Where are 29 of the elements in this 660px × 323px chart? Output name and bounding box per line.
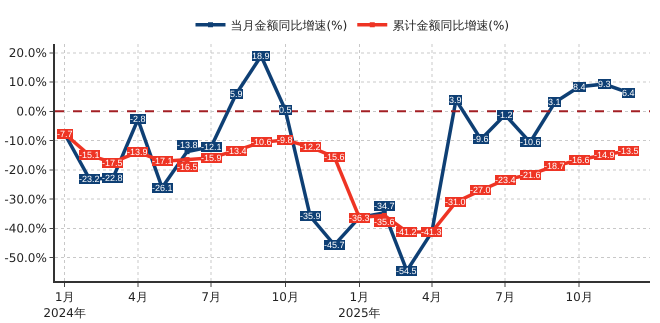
y-tick-label: 0.0% [16, 104, 47, 118]
x-tick-label: 4月 [128, 290, 148, 304]
x-tick-label: 7月 [495, 290, 515, 304]
data-label: -34.7 [374, 201, 395, 211]
data-label: 8.4 [573, 82, 586, 92]
y-tick-label: 10.0% [8, 75, 47, 90]
x-tick-label: 4月 [422, 290, 442, 304]
x-tick-label: 10月 [272, 290, 299, 304]
data-label: 3.1 [548, 97, 561, 107]
x-tick-label: 1月 2025年 [338, 290, 381, 320]
y-tick-label: 20.0% [8, 46, 47, 60]
x-tick-label: 7月 [201, 290, 222, 304]
data-label: 3.9 [449, 95, 462, 105]
data-label: 9.3 [598, 79, 611, 89]
data-label: 5.9 [230, 89, 243, 99]
y-tick-label: -30.0% [4, 192, 47, 206]
y-tick-label: -40.0% [4, 222, 47, 236]
data-label: -13.8 [177, 140, 198, 150]
data-label: 6.4 [622, 88, 635, 98]
x-tick-label: 10月 [566, 290, 593, 304]
y-tick-label: -10.0% [4, 134, 47, 148]
data-label: -16.5 [177, 162, 198, 172]
y-tick-label: -50.0% [4, 250, 47, 265]
legend-label: 累计金额同比增速(%) [392, 18, 510, 32]
legend-label: 当月金额同比增速(%) [230, 18, 348, 32]
y-tick-label: -20.0% [4, 163, 47, 178]
x-tick-label: 1月 2024年 [43, 290, 86, 320]
data-label: -35.6 [374, 217, 395, 227]
data-label: 0.5 [279, 105, 292, 115]
